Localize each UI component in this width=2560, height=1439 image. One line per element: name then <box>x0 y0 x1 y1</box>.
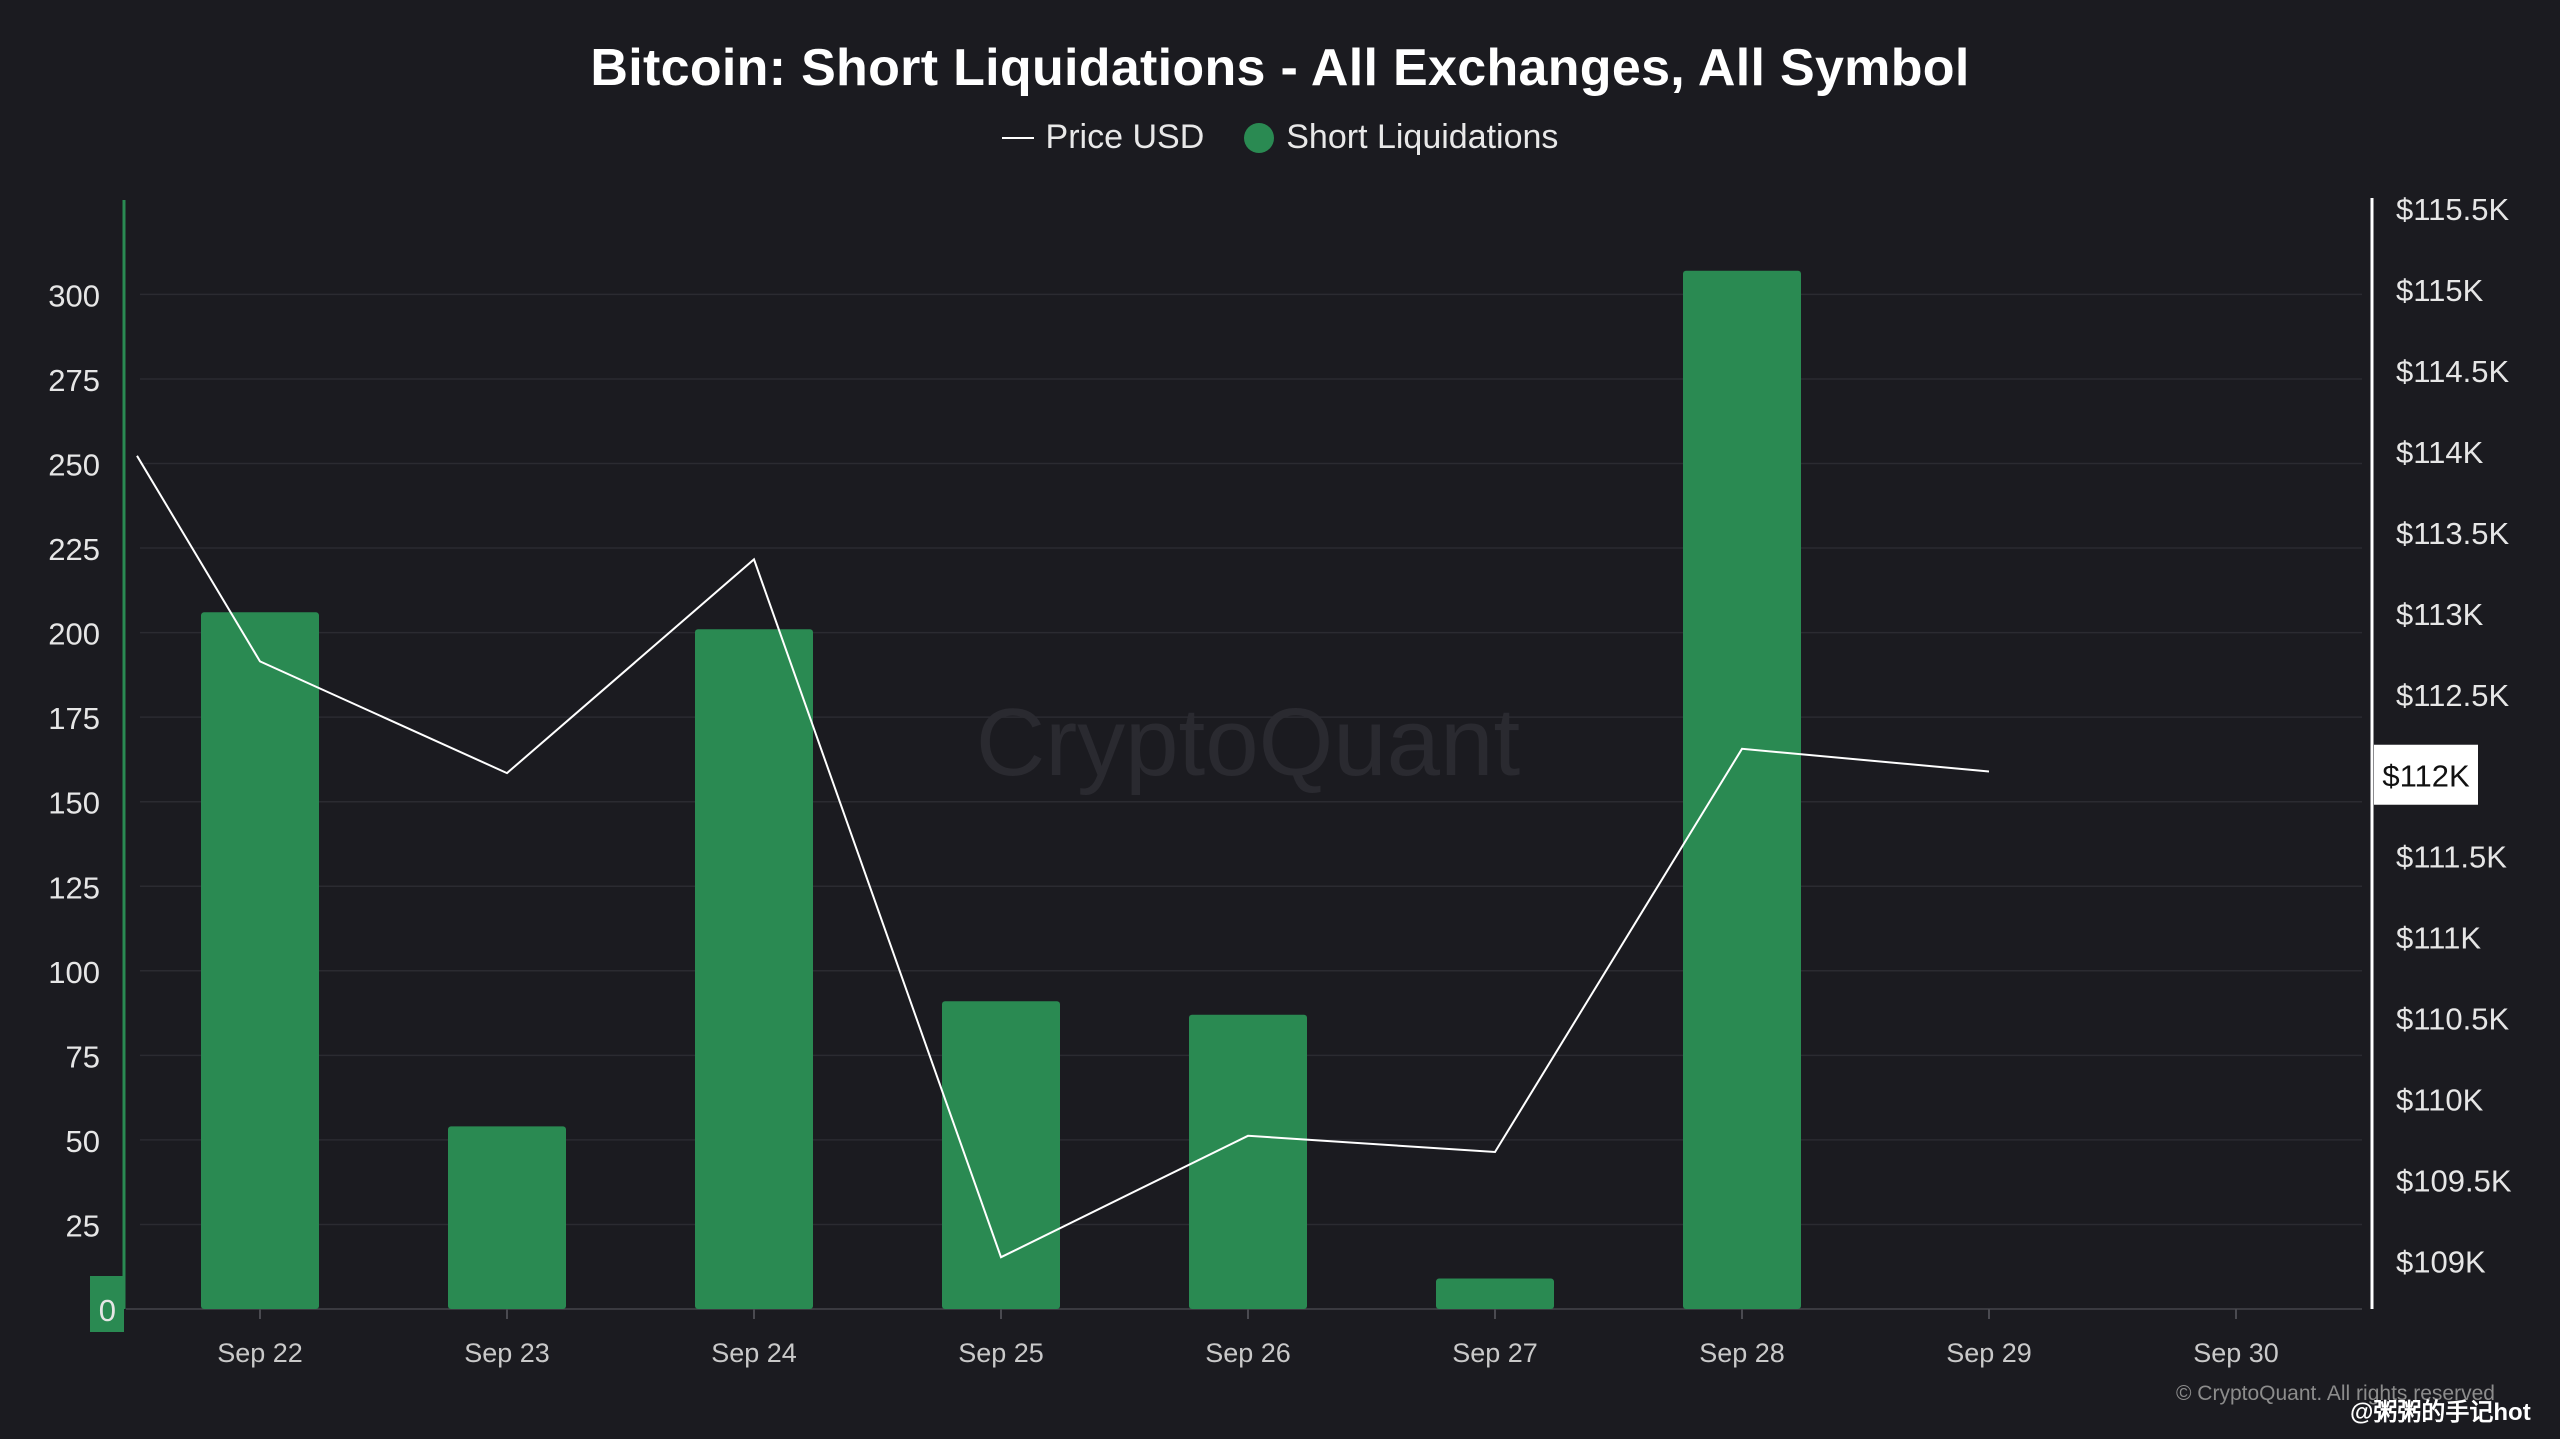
left-axis-tick-label: 250 <box>48 448 100 483</box>
left-axis-tick-label: 75 <box>66 1039 100 1074</box>
right-axis-tick-label: $114K <box>2396 435 2484 470</box>
right-axis-tick-label: $115K <box>2396 273 2484 308</box>
legend-item-price[interactable]: Price USD <box>1001 118 1205 157</box>
copyright-credit: © CryptoQuant. All rights reserved <box>2176 1382 2495 1405</box>
right-axis-tick-label: $113.5K <box>2396 516 2510 551</box>
price-current-value-label: $112K <box>2382 759 2470 794</box>
left-axis-tick-label: 0 <box>99 1293 116 1328</box>
right-axis-tick-label: $109.5K <box>2396 1163 2512 1198</box>
chart-legend: Price USD Short Liquidations <box>0 118 2560 157</box>
x-axis-tick-label: Sep 25 <box>958 1338 1044 1368</box>
bar-short-liquidations <box>1189 1014 1307 1309</box>
left-axis-zero-marker <box>90 1276 124 1332</box>
legend-item-short-liquidations[interactable]: Short Liquidations <box>1244 118 1558 157</box>
right-axis-tick-label: $109K <box>2396 1244 2486 1279</box>
left-axis-tick-label: 225 <box>48 532 100 567</box>
legend-line-swatch <box>1001 136 1034 139</box>
left-axis-tick-label: 175 <box>48 701 100 736</box>
right-axis-tick-label: $110K <box>2396 1083 2484 1118</box>
legend-label-price: Price USD <box>1045 118 1205 156</box>
bar-short-liquidations <box>1436 1278 1554 1309</box>
x-axis-tick-label: Sep 30 <box>2193 1338 2279 1368</box>
left-axis-tick-label: 125 <box>48 870 100 905</box>
legend-label-short-liquidations: Short Liquidations <box>1286 118 1559 156</box>
bar-short-liquidations <box>942 1001 1060 1309</box>
x-axis-tick-label: Sep 26 <box>1205 1338 1291 1368</box>
bar-short-liquidations <box>448 1126 566 1309</box>
left-axis-tick-label: 25 <box>66 1208 100 1243</box>
left-axis-tick-label: 100 <box>48 955 100 990</box>
bar-short-liquidations <box>1683 270 1801 1309</box>
right-axis-tick-label: $110.5K <box>2396 1002 2510 1037</box>
x-axis-tick-label: Sep 27 <box>1452 1338 1538 1368</box>
x-axis-tick-label: Sep 29 <box>1946 1338 2032 1368</box>
bar-short-liquidations <box>201 612 319 1309</box>
right-axis-tick-label: $113K <box>2396 597 2484 632</box>
right-axis-tick-label: $111.5K <box>2396 840 2507 875</box>
left-axis-tick-label: 200 <box>48 617 100 652</box>
x-axis-tick-label: Sep 22 <box>217 1338 303 1368</box>
x-axis-tick-label: Sep 28 <box>1699 1338 1785 1368</box>
left-axis-tick-label: 50 <box>66 1124 100 1159</box>
left-axis-tick-label: 150 <box>48 786 100 821</box>
right-axis-tick-label: $115.5K <box>2396 192 2510 227</box>
bar-short-liquidations <box>695 629 813 1309</box>
chart-title: Bitcoin: Short Liquidations - All Exchan… <box>590 39 1970 97</box>
right-axis-tick-label: $112.5K <box>2396 678 2510 713</box>
left-axis-tick-label: 275 <box>48 363 100 398</box>
x-axis-tick-label: Sep 23 <box>464 1338 550 1368</box>
overlay-tag: @粥粥的手记hot <box>2350 1399 2531 1426</box>
watermark-text: CryptoQuant <box>976 689 1520 796</box>
legend-dot-swatch <box>1244 122 1275 153</box>
price-current-value-box <box>2374 744 2478 805</box>
left-axis-tick-label: 300 <box>48 278 100 313</box>
right-axis-tick-label: $114.5K <box>2396 354 2510 389</box>
right-axis-tick-label: $111K <box>2396 921 2481 956</box>
x-axis-tick-label: Sep 24 <box>711 1338 797 1368</box>
